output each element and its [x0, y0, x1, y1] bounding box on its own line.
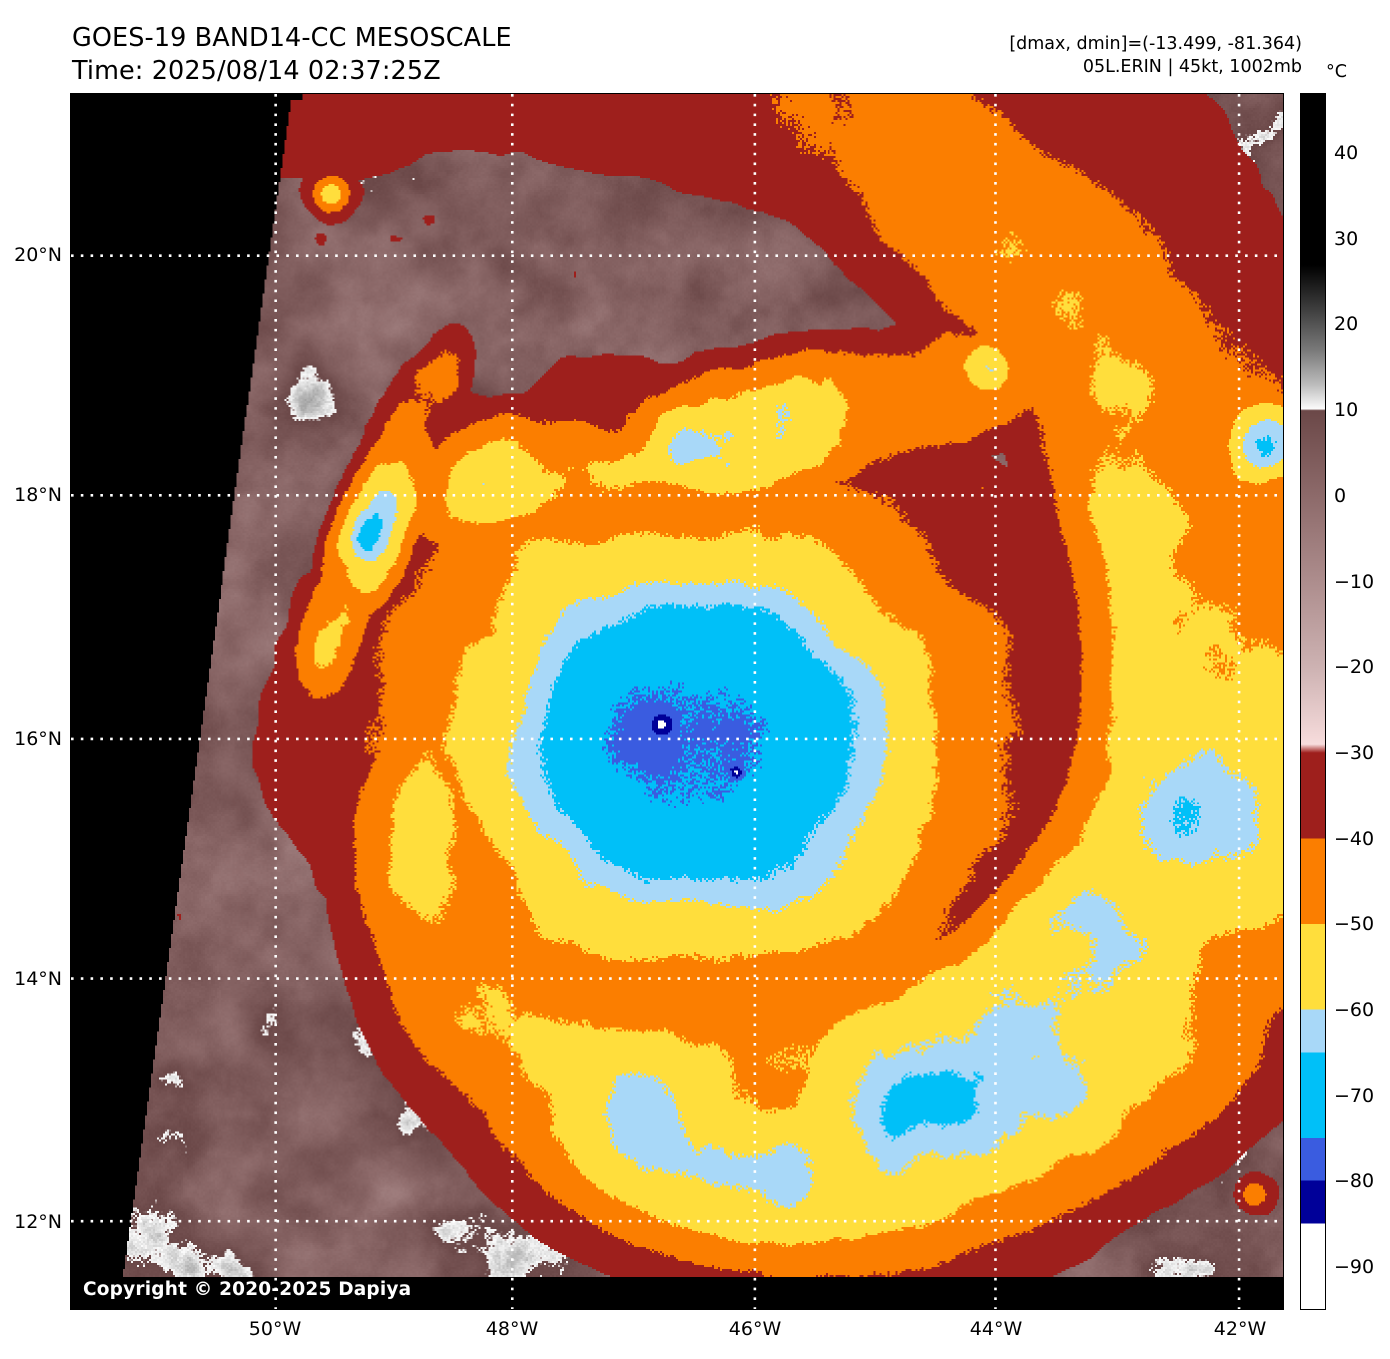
- colorbar-tick-10: 10: [1334, 399, 1359, 422]
- timestamp: Time: 2025/08/14 02:37:25Z: [72, 56, 441, 87]
- colorbar-tick--10: −10: [1334, 570, 1375, 593]
- colorbar-tick--30: −30: [1334, 741, 1375, 764]
- colorbar-tick-40: 40: [1334, 142, 1359, 164]
- satellite-imagery-canvas: [71, 94, 1283, 1309]
- colorbar-tick--90: −90: [1334, 1256, 1375, 1279]
- lat-tick-label-18: 18°N: [14, 484, 62, 506]
- lon-tick-label-48: 48°W: [485, 1318, 539, 1340]
- colorbar-unit-label: °C: [1326, 62, 1347, 82]
- lon-tick-label-46: 46°W: [728, 1318, 782, 1340]
- colorbar-gradient: [1301, 94, 1325, 1309]
- lon-tick-label-50: 50°W: [248, 1318, 302, 1340]
- colorbar-tick--80: −80: [1334, 1170, 1375, 1193]
- metadata-block: [dmax, dmin]=(-13.499, -81.364) 05L.ERIN…: [1009, 33, 1302, 79]
- colorbar-tick--20: −20: [1334, 656, 1375, 679]
- lat-tick-label-12: 12°N: [14, 1211, 62, 1233]
- colorbar-tick--60: −60: [1334, 999, 1375, 1021]
- colorbar-tick-30: 30: [1334, 227, 1359, 250]
- page-title: GOES-19 BAND14-CC MESOSCALE: [72, 23, 512, 53]
- colorbar-tick-0: 0: [1334, 484, 1347, 507]
- lat-tick-label-20: 20°N: [14, 244, 62, 266]
- data-range-text: [dmax, dmin]=(-13.499, -81.364): [1009, 34, 1302, 54]
- copyright-notice: Copyright © 2020-2025 Dapiya: [83, 1279, 412, 1300]
- colorbar[interactable]: [1300, 93, 1326, 1310]
- lon-tick-label-42: 42°W: [1213, 1318, 1267, 1340]
- lat-tick-label-16: 16°N: [14, 728, 62, 750]
- colorbar-tick--70: −70: [1334, 1084, 1375, 1107]
- storm-info-text: 05L.ERIN | 45kt, 1002mb: [1082, 56, 1302, 77]
- colorbar-tick--40: −40: [1334, 827, 1375, 850]
- title-block: GOES-19 BAND14-CC MESOSCALE Time: 2025/0…: [72, 22, 512, 88]
- colorbar-tick--50: −50: [1334, 913, 1375, 936]
- satellite-image-plot[interactable]: Copyright © 2020-2025 Dapiya: [70, 93, 1284, 1310]
- lat-tick-label-14: 14°N: [14, 968, 62, 990]
- lon-tick-label-44: 44°W: [969, 1318, 1023, 1340]
- colorbar-tick-20: 20: [1334, 313, 1359, 336]
